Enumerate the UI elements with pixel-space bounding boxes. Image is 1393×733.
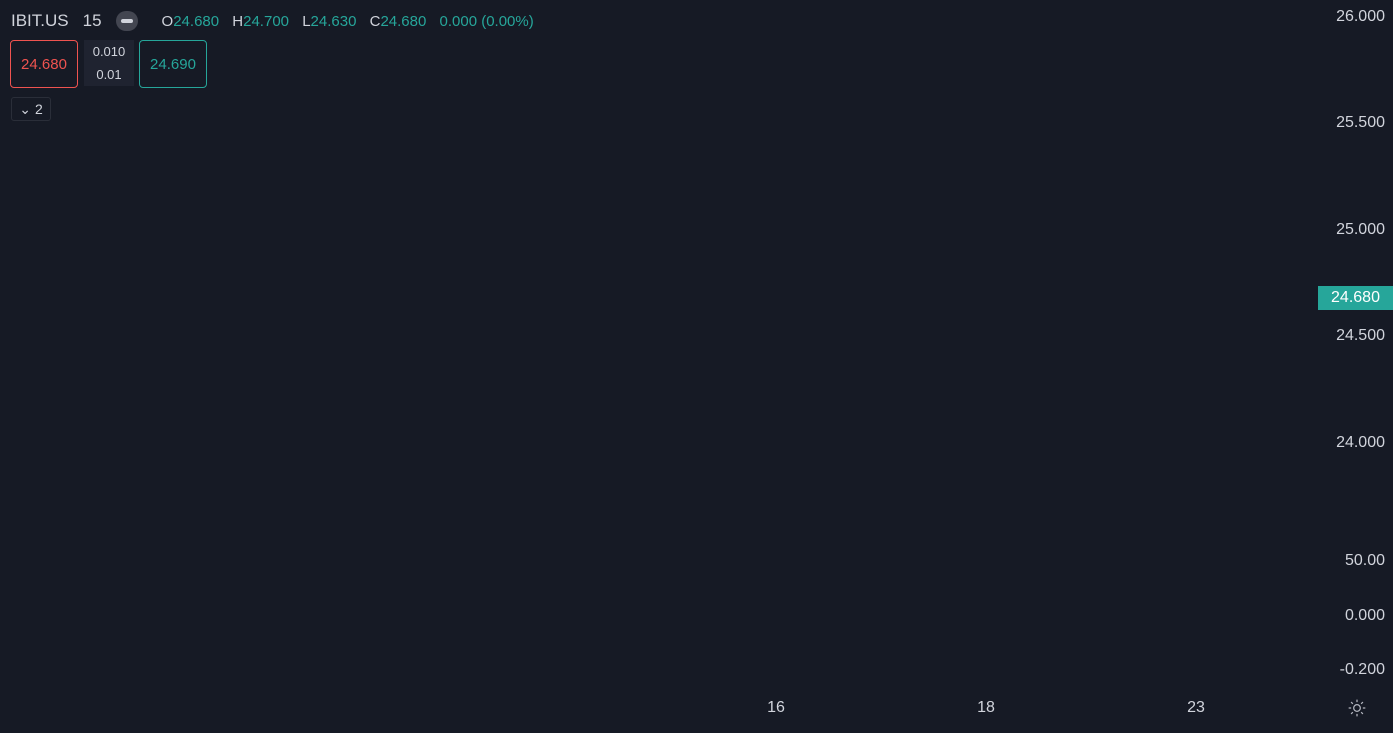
macd-histogram-bar	[862, 608, 865, 617]
freehand-drawing-2	[1024, 282, 1055, 326]
price-tick: 25.500	[1336, 114, 1385, 131]
macd-histogram-bar	[870, 609, 874, 617]
candle-body	[860, 282, 864, 290]
candle-body	[836, 314, 840, 326]
candle-body	[684, 112, 688, 119]
candle-body	[719, 246, 723, 268]
macd-histogram-bar	[849, 607, 853, 617]
candle-body	[694, 139, 698, 153]
buy-button[interactable]: 24.690	[139, 40, 207, 88]
ohlc-readout: O24.680 H24.700 L24.630 C24.680 0.000 (0…	[162, 13, 543, 30]
candle-body	[864, 289, 868, 298]
rsi-pane	[0, 542, 1318, 588]
price-tick: 24.000	[1336, 434, 1385, 451]
spread-value: 0.010	[92, 44, 126, 59]
macd-histogram-bar	[823, 605, 827, 617]
candle-body	[817, 293, 821, 307]
candles-layer	[684, 101, 873, 437]
time-tick: 16	[767, 699, 785, 716]
candle-body	[734, 240, 738, 247]
candle-body	[808, 293, 812, 303]
candle-body	[789, 282, 793, 326]
candle-body	[794, 282, 798, 305]
macd-tick: 0.000	[1344, 607, 1385, 624]
candle-body	[709, 233, 713, 241]
candle-body	[754, 229, 758, 256]
open-key: O	[161, 12, 174, 30]
chevron-down-icon: ⌄	[19, 100, 31, 117]
rsi-band	[0, 543, 1318, 578]
chart-header: IBIT.US 15 O24.680 H24.700 L24.630 C24.6…	[11, 10, 543, 32]
candle-body	[739, 246, 743, 262]
grid	[0, 0, 1318, 688]
candle-body	[831, 304, 835, 315]
macd-line	[788, 627, 879, 681]
macd-histogram-bar	[844, 607, 848, 617]
gear-icon[interactable]	[1347, 698, 1367, 718]
high-value: 24.700	[243, 12, 290, 30]
hide-indicator-toggle-icon[interactable]	[115, 11, 138, 31]
macd-histogram-bar	[866, 608, 870, 617]
macd-histogram-bar	[840, 606, 844, 617]
candle-body	[724, 225, 728, 262]
candle-body	[729, 229, 733, 241]
candle-body	[780, 357, 784, 433]
change-value: 0.000 (0.00%)	[439, 12, 534, 30]
candle-body	[846, 297, 849, 309]
spread-box: 0.010 0.01	[84, 40, 134, 86]
macd-histogram-bar	[831, 606, 835, 617]
candle-body	[699, 144, 703, 219]
price-tick: 26.000	[1336, 8, 1385, 25]
quantity-value[interactable]: 0.01	[96, 67, 122, 82]
candle-body	[813, 293, 817, 303]
legend-collapse-button[interactable]: ⌄ 2	[11, 97, 51, 121]
candle-body	[689, 118, 693, 153]
legend-count: 2	[34, 101, 43, 117]
macd-histogram-bar	[819, 605, 822, 617]
interval-label[interactable]: 15	[82, 11, 102, 30]
time-tick: 18	[977, 699, 995, 716]
macd-tick: -0.200	[1339, 661, 1385, 678]
candle-body	[822, 297, 826, 307]
price-tick: 24.500	[1336, 327, 1385, 344]
macd-histogram-bar	[857, 608, 861, 617]
macd-histogram-bar	[827, 605, 831, 617]
low-key: L	[302, 12, 311, 30]
candle-body	[749, 240, 753, 256]
candle-body	[841, 308, 845, 326]
candle-body	[855, 282, 859, 294]
macd-pane	[788, 605, 879, 681]
rsi-tick: 50.00	[1344, 552, 1385, 569]
close-key: C	[369, 12, 381, 30]
candle-body	[704, 218, 708, 241]
price-tick: 25.000	[1336, 221, 1385, 238]
low-value: 24.630	[310, 12, 357, 30]
macd-histogram-bar	[853, 607, 857, 617]
candle-body	[759, 208, 763, 230]
macd-histogram-bar	[836, 606, 840, 617]
candle-body	[827, 297, 831, 305]
sell-button[interactable]: 24.680	[10, 40, 78, 88]
high-key: H	[232, 12, 244, 30]
candle-body	[803, 289, 807, 294]
close-value: 24.680	[380, 12, 427, 30]
freehand-drawing	[883, 238, 1043, 473]
candle-body	[784, 325, 788, 358]
symbol-name[interactable]: IBIT.US	[11, 11, 69, 30]
current-price-tag: 24.680	[1318, 286, 1393, 310]
time-tick: 23	[1187, 699, 1205, 716]
rsi-line	[743, 560, 877, 588]
candle-body	[869, 297, 873, 299]
candle-body	[850, 293, 854, 298]
signal-line	[819, 633, 879, 664]
macd-histogram-bar	[874, 609, 878, 617]
candle-body	[764, 208, 768, 234]
open-value: 24.680	[173, 12, 220, 30]
candle-body	[775, 293, 779, 433]
candle-body	[744, 240, 748, 262]
candle-body	[714, 233, 718, 251]
candle-body	[799, 289, 802, 305]
